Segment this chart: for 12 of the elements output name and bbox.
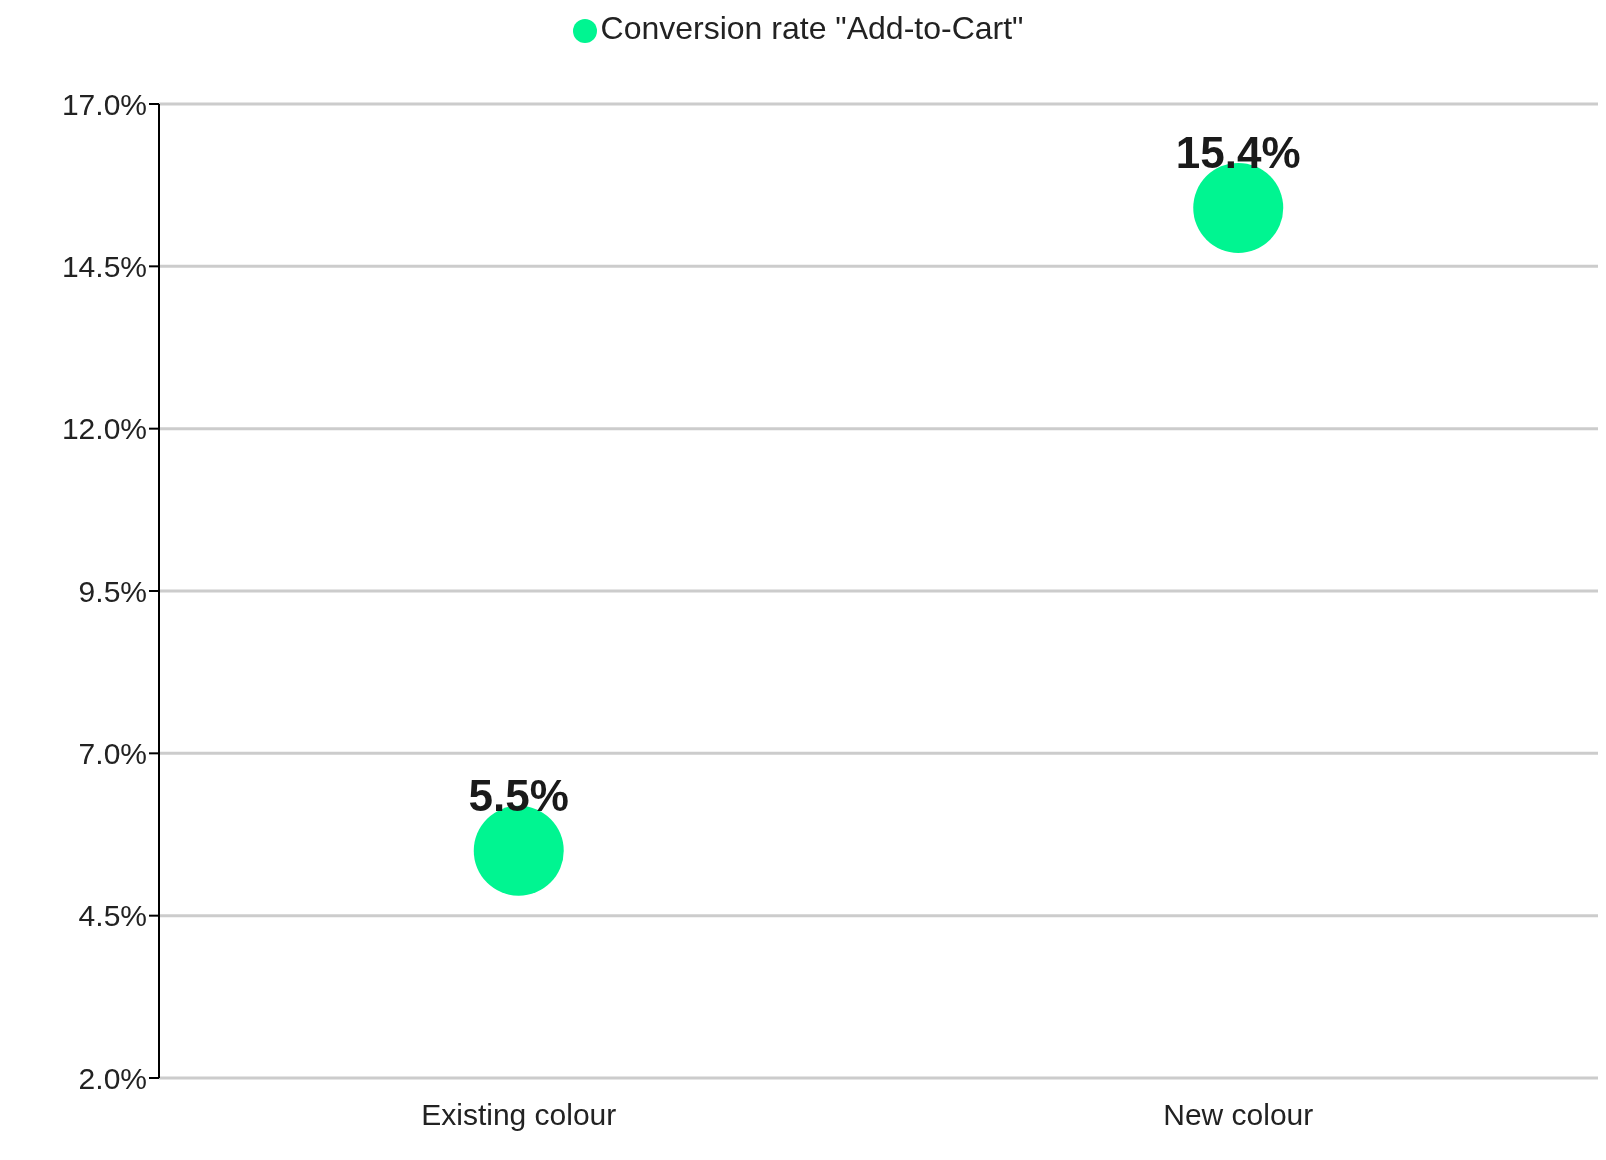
y-tick-label: 12.0% — [61, 412, 147, 446]
legend-label: Conversion rate "Add-to-Cart" — [600, 10, 1024, 46]
y-tick-label: 7.0% — [78, 736, 147, 770]
x-tick-label: New colour — [1163, 1098, 1314, 1132]
y-tick-label: 14.5% — [61, 249, 147, 283]
data-label: 15.4% — [1175, 127, 1301, 177]
x-tick-label: Existing colour — [421, 1098, 617, 1132]
y-tick-label: 9.5% — [78, 574, 147, 608]
data-label: 5.5% — [468, 770, 569, 820]
y-tick-label: 17.0% — [61, 87, 147, 121]
y-tick-label: 2.0% — [78, 1061, 147, 1095]
y-tick-label: 4.5% — [78, 899, 147, 933]
